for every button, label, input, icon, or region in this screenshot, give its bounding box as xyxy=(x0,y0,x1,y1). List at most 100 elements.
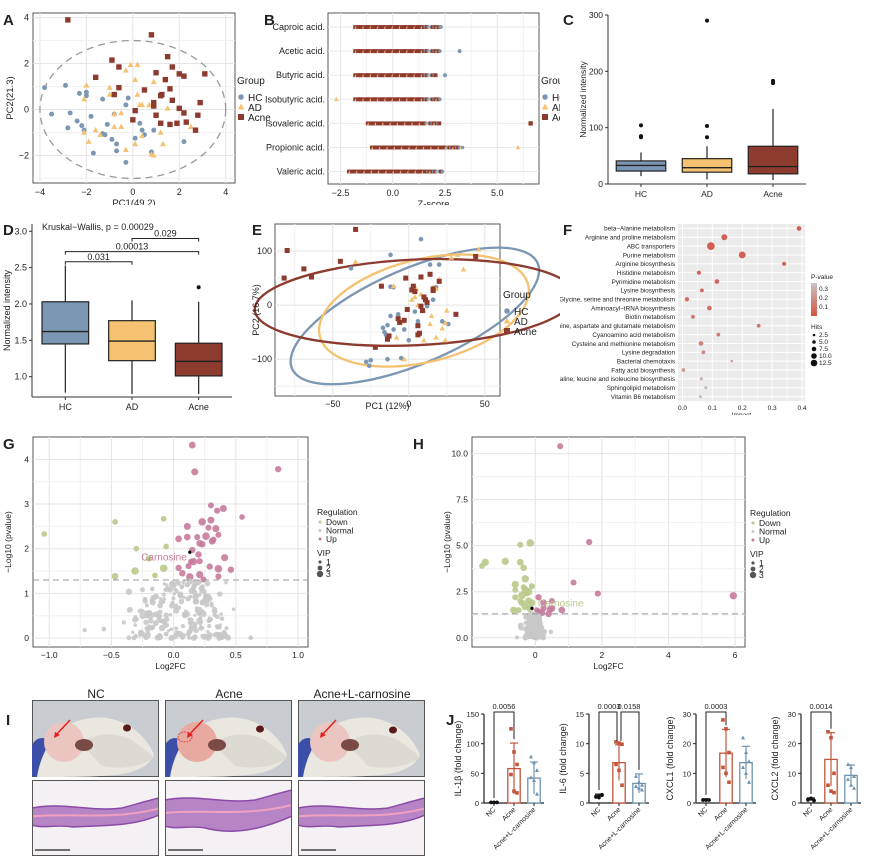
comparison-bracket xyxy=(64,261,133,265)
pathway-point xyxy=(716,332,721,337)
vip-legend-dot xyxy=(750,566,756,572)
point-normal xyxy=(204,580,211,587)
y-tick-label: −2 xyxy=(19,150,29,160)
legend-marker-hc xyxy=(542,94,548,100)
point-acne xyxy=(424,299,430,305)
point-normal xyxy=(158,624,166,632)
point-normal xyxy=(173,607,180,614)
point-ad xyxy=(132,76,139,82)
x-tick-label: 1.0 xyxy=(292,650,304,660)
point-acne xyxy=(176,71,182,77)
y-tick-label: 3.0 xyxy=(14,226,27,236)
point-ad xyxy=(475,246,482,252)
point-up xyxy=(239,514,245,520)
point-acne xyxy=(151,103,157,109)
box-acne xyxy=(747,145,799,175)
point-normal xyxy=(531,626,537,631)
legend-dot-normal xyxy=(318,529,322,532)
y-tick-label: 0 xyxy=(580,799,584,808)
point-normal xyxy=(193,613,197,617)
x-tick-label: HC xyxy=(635,189,647,199)
data-point-acne xyxy=(614,740,618,744)
x-tick-label: 2 xyxy=(177,187,182,197)
point-ad xyxy=(85,138,92,144)
point-hc xyxy=(100,96,106,102)
point-up xyxy=(202,532,210,540)
data-point xyxy=(440,169,445,174)
point-normal xyxy=(161,600,166,604)
data-point xyxy=(411,25,416,29)
legend-marker-acne xyxy=(504,328,510,334)
point-ad xyxy=(127,61,134,67)
point-up xyxy=(586,538,593,546)
x-tick-label: 0.4 xyxy=(797,405,806,412)
point-acne xyxy=(397,319,403,325)
data-point-treat xyxy=(535,768,539,772)
y-axis-title: Normalized intensity xyxy=(2,269,12,351)
point-down xyxy=(512,594,519,601)
data-point-treat xyxy=(529,775,533,780)
point-acne xyxy=(116,64,122,70)
point-up xyxy=(175,535,182,543)
point-acne xyxy=(386,333,392,339)
legend-label-hc: HC xyxy=(514,307,528,318)
data-point xyxy=(346,169,351,174)
point-acne xyxy=(162,76,169,83)
point-normal xyxy=(207,596,213,601)
point-normal xyxy=(125,588,133,595)
point-normal xyxy=(160,618,167,625)
point-acne xyxy=(176,105,182,112)
data-point-treat xyxy=(529,754,533,759)
data-point xyxy=(427,169,432,174)
x-tick-label: Acne xyxy=(818,806,834,822)
point-up xyxy=(558,606,566,614)
panel-c-chart: 0 100 200 300 HC AD Acne Normalized intensity xyxy=(578,10,806,199)
legend-marker-ad xyxy=(541,103,549,110)
histology-image-2 xyxy=(298,780,425,856)
point-hc xyxy=(363,359,369,365)
point-hc xyxy=(395,312,401,317)
point-acne xyxy=(183,119,189,125)
point-acne xyxy=(284,247,290,254)
point-normal xyxy=(153,593,160,600)
point-hc xyxy=(415,319,421,324)
point-acne xyxy=(384,336,391,342)
panel-h-chart: 0 2 4 6 0.0 2.5 5.0 7.5 10.0 Carnosine Log2FC −Log1… xyxy=(442,436,791,671)
data-point-treat xyxy=(634,784,638,788)
tissue-section xyxy=(165,789,292,832)
point-normal xyxy=(166,629,171,633)
point-acne xyxy=(418,303,424,309)
x-axis-title: PC1(49.2) xyxy=(112,198,155,205)
point-normal xyxy=(186,583,190,588)
point-normal xyxy=(181,579,186,585)
point-hc xyxy=(49,111,55,117)
point-acne xyxy=(153,112,159,118)
pathway-label: Biotin metabolism xyxy=(625,314,675,321)
data-point xyxy=(402,121,407,126)
point-acne xyxy=(164,53,171,60)
data-point xyxy=(389,25,394,29)
x-tick-label: Acne xyxy=(188,402,209,410)
y-tick-label: 30 xyxy=(788,710,796,719)
data-point-acne xyxy=(515,791,519,795)
point-hc xyxy=(391,327,396,332)
point-normal xyxy=(162,597,167,601)
point-normal xyxy=(212,606,217,612)
data-point xyxy=(428,145,433,150)
point-hc xyxy=(76,90,82,96)
mouse-photo-1 xyxy=(165,700,292,777)
point-ad xyxy=(390,283,397,289)
point-hc xyxy=(446,321,451,327)
point-ad xyxy=(401,356,407,362)
point-normal xyxy=(188,588,195,595)
point-normal xyxy=(157,613,163,619)
legend-label-ad: AD xyxy=(552,103,560,114)
outlier-point xyxy=(639,123,643,128)
point-hc xyxy=(74,118,80,124)
legend-dot-down xyxy=(318,520,322,524)
data-point-acne xyxy=(620,742,624,747)
y-tick-label: 2 xyxy=(24,544,29,554)
panel-label-j: J xyxy=(446,712,455,729)
point-normal xyxy=(163,587,168,592)
point-ad xyxy=(97,131,104,138)
